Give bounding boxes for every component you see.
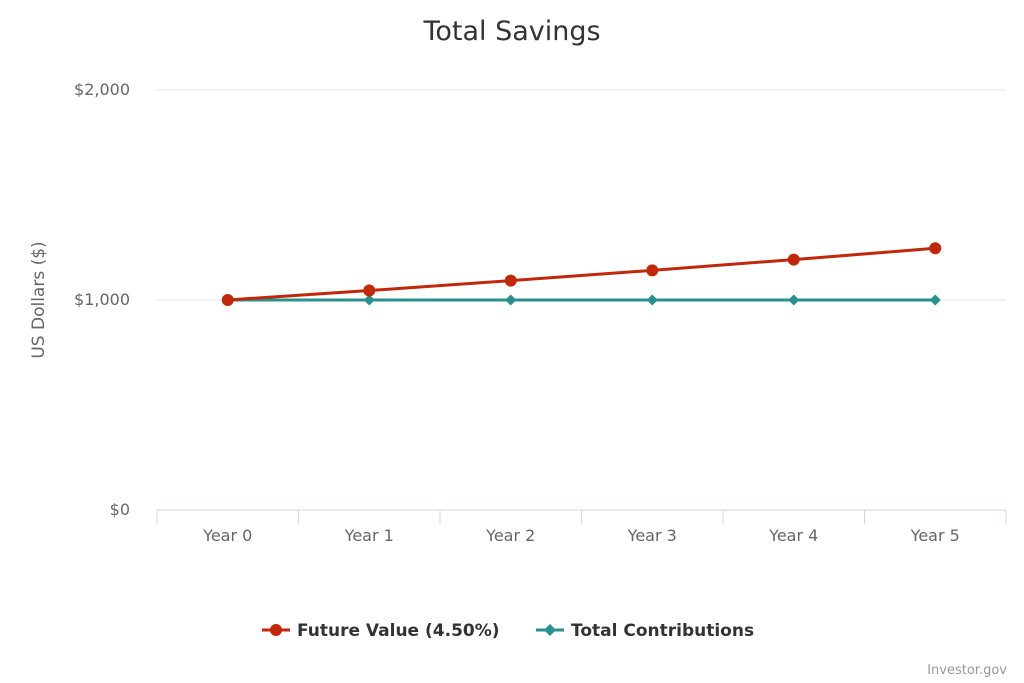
data-point[interactable]	[787, 253, 800, 266]
data-point[interactable]	[363, 284, 376, 297]
legend-diamond-icon	[544, 624, 556, 636]
x-tick-label: Year 1	[344, 526, 394, 545]
x-tick-label: Year 5	[910, 526, 960, 545]
data-point[interactable]	[929, 242, 942, 255]
y-axis-label: US Dollars ($)	[29, 241, 49, 358]
chart-title: Total Savings	[422, 16, 600, 47]
y-tick-label: $0	[110, 500, 130, 519]
x-axis: Year 0 Year 1 Year 2 Year 3 Year 4 Year 5	[156, 509, 1007, 545]
x-tick-label: Year 4	[768, 526, 818, 545]
data-point[interactable]	[221, 294, 234, 306]
data-point[interactable]	[788, 294, 800, 306]
legend-item-total-contributions[interactable]: Total Contributions	[536, 621, 754, 641]
legend[interactable]: Future Value (4.50%) Total Contributions	[262, 621, 754, 641]
y-tick-label: $2,000	[74, 80, 130, 99]
data-point[interactable]	[504, 274, 517, 287]
data-point[interactable]	[646, 294, 658, 306]
credit-link[interactable]: Investor.gov	[927, 663, 1007, 678]
series-total-contributions	[222, 294, 941, 306]
legend-circle-icon	[270, 624, 282, 636]
data-point[interactable]	[929, 294, 941, 306]
legend-label: Total Contributions	[571, 621, 754, 641]
x-tick-label: Year 2	[485, 526, 535, 545]
series-future-value	[221, 242, 942, 306]
legend-label: Future Value (4.50%)	[297, 621, 500, 641]
legend-item-future-value[interactable]: Future Value (4.50%)	[262, 621, 500, 641]
series-group	[221, 242, 942, 306]
data-point[interactable]	[363, 294, 375, 306]
data-point[interactable]	[646, 264, 659, 277]
x-tick-label: Year 0	[202, 526, 252, 545]
x-tick-label: Year 3	[627, 526, 677, 545]
series-line	[226, 246, 937, 302]
data-point[interactable]	[505, 294, 517, 306]
y-axis-ticks: $0 $1,000 $2,000	[74, 80, 130, 519]
y-tick-label: $1,000	[74, 290, 130, 309]
gridlines	[157, 89, 1006, 301]
